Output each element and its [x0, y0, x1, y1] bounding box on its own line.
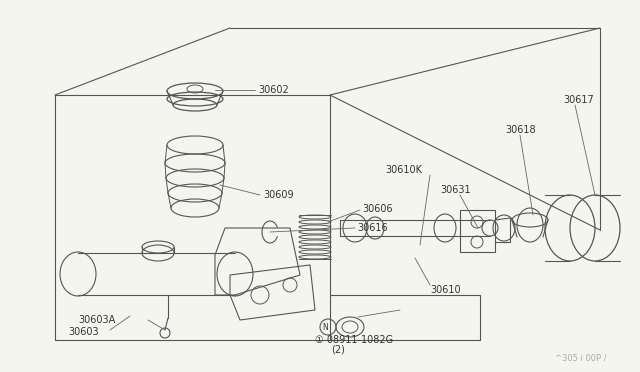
- Text: 30610: 30610: [430, 285, 461, 295]
- Text: 30617: 30617: [563, 95, 594, 105]
- Text: 30602: 30602: [258, 85, 289, 95]
- Text: 30603A: 30603A: [78, 315, 115, 325]
- Text: 30606: 30606: [362, 204, 392, 214]
- Text: ① 08911-1082G: ① 08911-1082G: [315, 335, 393, 345]
- Text: (2): (2): [331, 345, 345, 355]
- Text: 30603: 30603: [68, 327, 99, 337]
- Text: 30631: 30631: [440, 185, 470, 195]
- Text: ^305 i 00P /: ^305 i 00P /: [555, 353, 607, 362]
- Text: N: N: [322, 323, 328, 331]
- Text: 30609: 30609: [263, 190, 294, 200]
- Text: 30610K: 30610K: [385, 165, 422, 175]
- Text: 30618: 30618: [505, 125, 536, 135]
- Bar: [460, 210, 495, 252]
- Text: 30616: 30616: [357, 223, 388, 233]
